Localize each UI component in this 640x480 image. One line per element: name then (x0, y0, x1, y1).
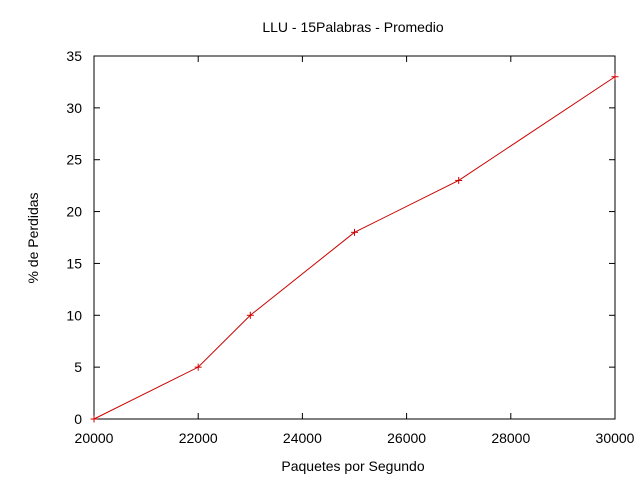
x-axis-label: Paquetes por Segundo (281, 458, 424, 474)
x-tick-label: 30000 (596, 430, 635, 446)
y-tick-label: 25 (66, 152, 82, 168)
series-line (93, 76, 616, 420)
data-point-marker (194, 363, 202, 371)
x-tick-label: 26000 (387, 430, 426, 446)
y-tick-label: 0 (74, 411, 82, 427)
x-tick-label: 22000 (179, 430, 218, 446)
y-tick-label: 35 (66, 48, 82, 64)
x-tick-label: 24000 (283, 430, 322, 446)
y-tick-label: 30 (66, 100, 82, 116)
chart-title: LLU - 15Palabras - Promedio (262, 19, 444, 35)
y-axis-label: % de Perdidas (25, 192, 41, 283)
x-tick-label: 28000 (491, 430, 530, 446)
y-tick-label: 20 (66, 204, 82, 220)
data-point-marker (611, 73, 619, 81)
y-tick-label: 15 (66, 255, 82, 271)
data-point-marker (90, 415, 98, 423)
plot-frame (93, 55, 616, 420)
data-point-marker (455, 176, 463, 184)
y-tick-label: 5 (74, 359, 82, 375)
y-tick-label: 10 (66, 307, 82, 323)
x-tick-label: 20000 (75, 430, 114, 446)
data-point-marker (246, 311, 254, 319)
data-point-marker (351, 228, 358, 236)
